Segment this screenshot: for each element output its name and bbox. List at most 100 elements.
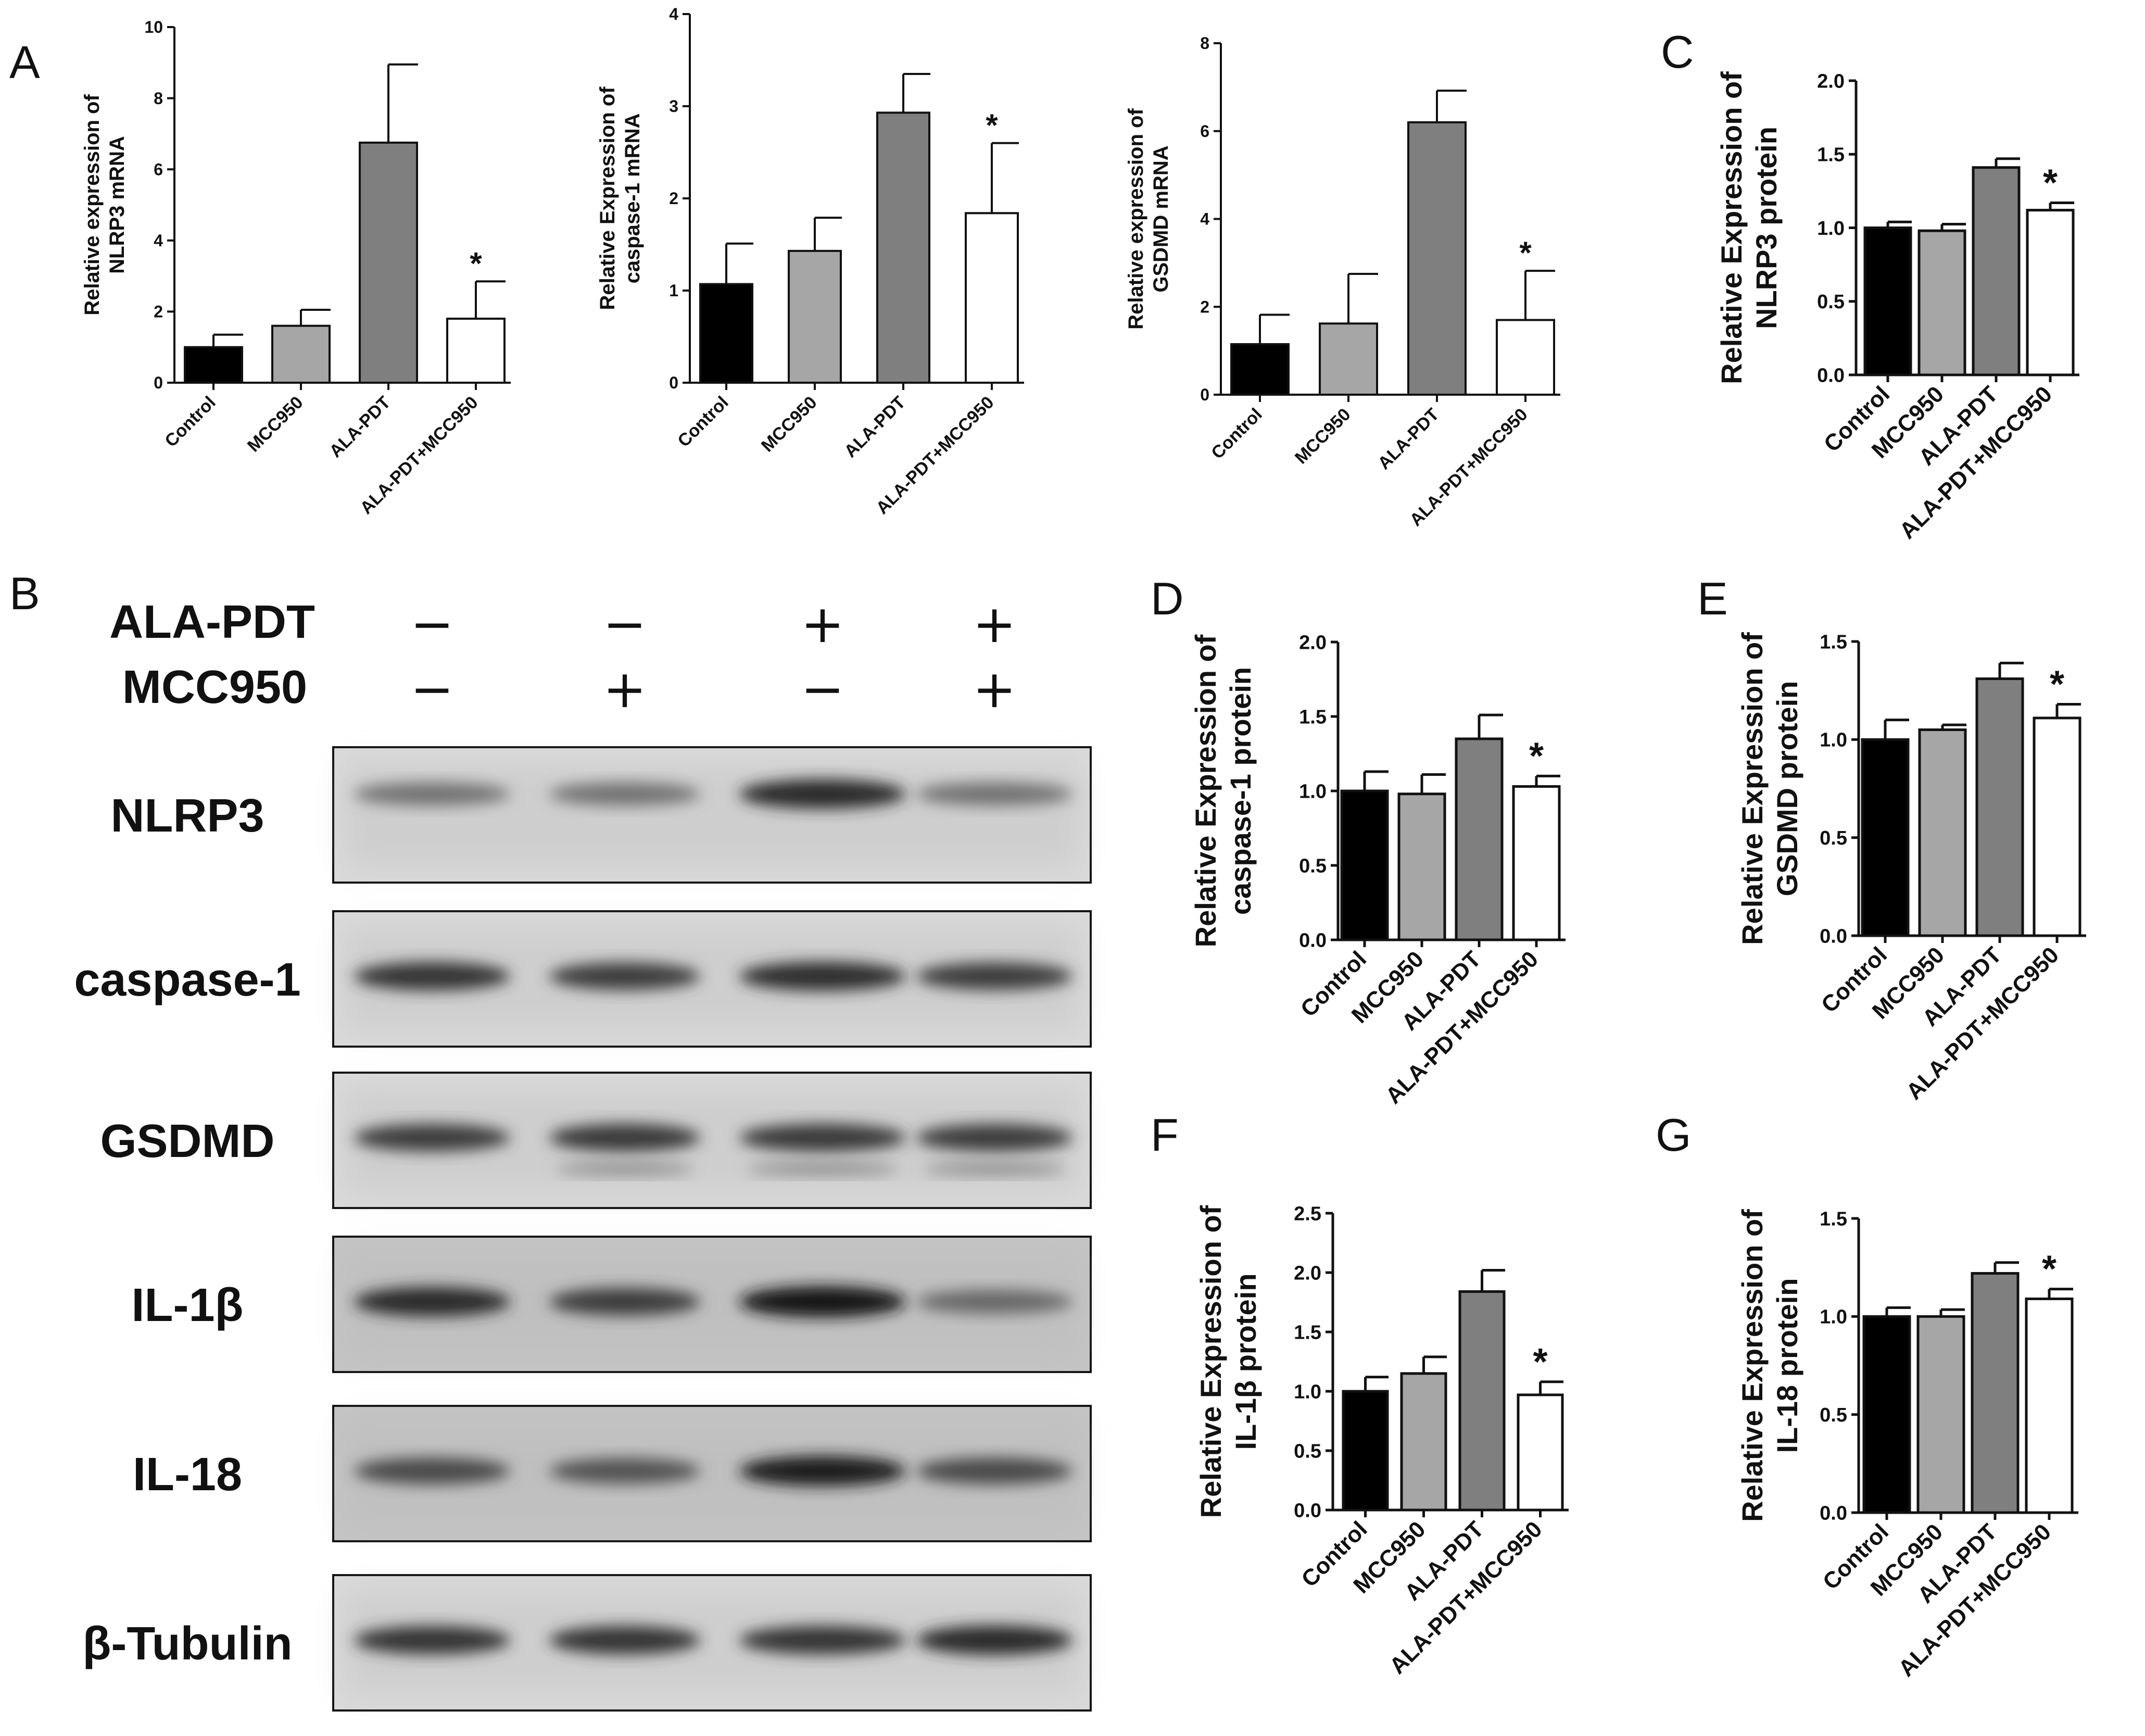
y-tick-label: 2 xyxy=(154,303,163,321)
blot-band-secondary xyxy=(747,1163,899,1175)
y-tick-label: 6 xyxy=(1200,122,1209,141)
blot-band xyxy=(354,1457,510,1485)
bar-ala-pdt-mcc950 xyxy=(1512,785,1561,941)
treatment-row-mcc950: MCC950 − + − + xyxy=(122,659,1016,720)
bar-mcc950 xyxy=(271,324,331,384)
y-tick-label: 10 xyxy=(144,18,163,36)
chart-5: 0.00.51.01.5ControlMCC950ALA-PDTALA-PDT+… xyxy=(1736,631,2086,1105)
blot-panel-gsdmd: GSDMD xyxy=(100,1072,1092,1209)
y-tick-label: 1.5 xyxy=(1817,144,1845,166)
significance-star: * xyxy=(1533,1341,1547,1383)
y-tick-label: 0 xyxy=(669,373,678,392)
blot-band xyxy=(916,1289,1072,1314)
bar-mcc950 xyxy=(1397,792,1446,941)
y-tick-label: 0.0 xyxy=(1299,929,1327,951)
protein-label-il-18: IL-18 xyxy=(133,1449,242,1501)
y-tick-label: 1.0 xyxy=(1294,1381,1321,1403)
protein-label-gsdmd: GSDMD xyxy=(100,1115,275,1167)
blot-band xyxy=(739,1626,906,1655)
y-tick-label: 1.5 xyxy=(1294,1322,1321,1343)
bar-ala-pdt xyxy=(359,141,418,384)
blot-band xyxy=(354,1124,510,1152)
panel-letter-e: E xyxy=(1697,573,1728,624)
y-tick-label: 0.0 xyxy=(1820,925,1847,947)
bar-mcc950 xyxy=(1917,229,1966,376)
blot-band xyxy=(354,1626,510,1655)
bar-ala-pdt-mcc950 xyxy=(965,212,1019,384)
category-label-control: Control xyxy=(161,393,219,451)
category-label-mcc950: MCC950 xyxy=(1291,405,1355,468)
blot-band xyxy=(916,782,1072,806)
western-blot: ALA-PDT − − + +MCC950− + − +NLRP3caspase-1GSDMD… xyxy=(74,594,1092,1712)
category-label-mcc950: MCC950 xyxy=(758,393,821,456)
y-axis-title: Relative Expression of caspase-1 mRNA xyxy=(596,86,644,310)
treatment-sign: − xyxy=(801,659,844,720)
y-tick-label: 0.0 xyxy=(1820,1502,1847,1524)
y-tick-label: 3 xyxy=(669,97,678,116)
category-label-ala-pdt: ALA-PDT xyxy=(325,393,395,462)
panel-letter-f: F xyxy=(1151,1109,1179,1161)
panel-letter-d: D xyxy=(1151,573,1184,624)
treatment-row-ala-pdt: ALA-PDT − − + + xyxy=(109,594,1016,655)
treatment-sign: − xyxy=(603,594,647,655)
bar-ala-pdt-mcc950 xyxy=(1517,1393,1564,1512)
panel-letter-b: B xyxy=(9,568,40,619)
blot-band xyxy=(549,1288,700,1316)
chart-4: 0.00.51.01.52.0ControlMCC950ALA-PDTALA-P… xyxy=(1189,632,1566,1109)
y-tick-label: 1 xyxy=(669,281,678,300)
category-label-mcc950: MCC950 xyxy=(244,393,307,456)
y-tick-label: 0.0 xyxy=(1817,364,1845,386)
y-tick-label: 2.0 xyxy=(1294,1262,1321,1284)
y-tick-label: 2.5 xyxy=(1294,1203,1321,1225)
bar-ala-pdt xyxy=(1455,737,1504,941)
blot-panel-tubulin: β-Tubulin xyxy=(82,1574,1092,1712)
y-tick-label: 0 xyxy=(1200,385,1209,404)
category-label-ala-pdt: ALA-PDT xyxy=(840,393,910,462)
y-tick-label: 0.5 xyxy=(1820,1404,1847,1426)
bar-control xyxy=(1861,738,1910,937)
bar-control xyxy=(1862,1315,1911,1514)
treatment-sign: − xyxy=(410,594,454,655)
treatment-sign: + xyxy=(603,659,647,720)
blot-band xyxy=(739,962,906,991)
bar-control xyxy=(1340,789,1389,941)
bar-mcc950 xyxy=(1918,728,1967,937)
y-axis-title: Relative expression of NLRP3 mRNA xyxy=(81,94,129,316)
treatment-label: MCC950 xyxy=(122,661,307,713)
y-axis-title: Relative Expression ofcaspase-1 protein xyxy=(1189,634,1257,947)
significance-star: * xyxy=(2042,1249,2056,1290)
significance-star: * xyxy=(1519,235,1532,270)
blot-band xyxy=(739,1455,906,1487)
blot-panel-il-1: IL-1β xyxy=(132,1236,1092,1373)
blot-band xyxy=(549,1124,700,1152)
y-tick-label: 1.5 xyxy=(1820,631,1847,653)
treatment-sign: + xyxy=(973,659,1016,720)
blot-band xyxy=(916,1457,1072,1485)
blot-band-secondary xyxy=(923,1163,1066,1175)
y-tick-label: 4 xyxy=(669,5,678,23)
blot-band xyxy=(549,1458,700,1484)
significance-star: * xyxy=(470,246,482,281)
chart-7: 0.00.51.01.5ControlMCC950ALA-PDTALA-PDT+… xyxy=(1736,1208,2078,1682)
blot-band xyxy=(549,782,700,806)
bar-mcc950 xyxy=(1400,1372,1447,1512)
bar-ala-pdt xyxy=(876,111,930,384)
y-axis-title: Relative Expression ofNLRP3 protein xyxy=(1715,71,1783,384)
treatment-sign: − xyxy=(410,659,454,720)
y-tick-label: 2 xyxy=(1200,297,1209,316)
y-axis-title: Relative Expression ofIL-18 protein xyxy=(1736,1209,1803,1522)
panel-letter-a: A xyxy=(9,36,40,88)
y-tick-label: 6 xyxy=(154,160,163,179)
y-tick-label: 2.0 xyxy=(1299,632,1327,653)
category-label-control: Control xyxy=(674,393,732,451)
bar-control xyxy=(1863,227,1912,376)
bar-ala-pdt xyxy=(1975,677,2024,937)
bar-control xyxy=(1342,1390,1389,1512)
bar-mcc950 xyxy=(1319,322,1378,396)
y-axis-title: Relative Expression ofGSDMD protein xyxy=(1736,632,1803,945)
bar-ala-pdt-mcc950 xyxy=(1496,319,1555,396)
blot-band xyxy=(354,1287,510,1317)
